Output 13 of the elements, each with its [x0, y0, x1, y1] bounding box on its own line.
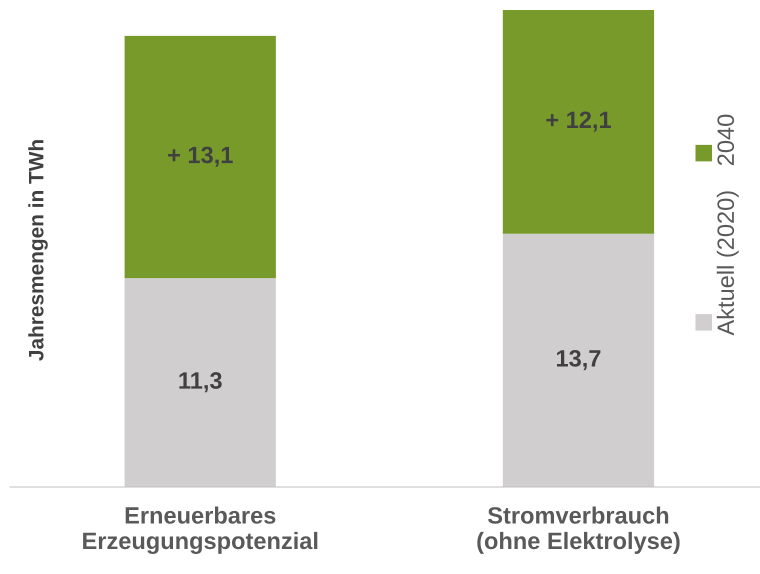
data-label: + 12,1: [546, 111, 611, 132]
y-axis-title: Jahresmengen in TWh: [28, 140, 48, 361]
text: Aktuell (2020): [716, 191, 739, 336]
data-label: 11,3: [179, 372, 222, 392]
x-tick-label: Erneuerbares Erzeugungspotenzial: [83, 506, 318, 554]
bar: [502, 10, 654, 234]
bar: [124, 278, 276, 487]
data-label: + 13,1: [168, 146, 233, 167]
bar: [124, 36, 276, 278]
x-tick-label: Stromverbrauch (ohne Elektrolyse): [477, 506, 680, 554]
bar: [502, 234, 654, 487]
legend-label: 2040: [717, 114, 734, 166]
data-label: 13,7: [556, 350, 600, 370]
